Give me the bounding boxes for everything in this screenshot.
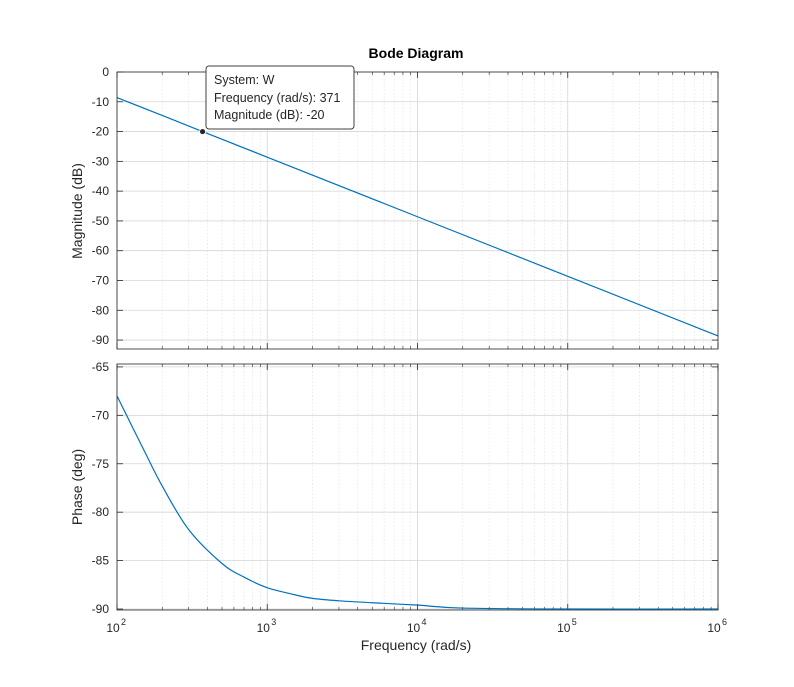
magnitude-y-tick-label: 0 xyxy=(102,65,109,79)
x-tick-exponent: 3 xyxy=(271,617,276,627)
data-tip-box[interactable] xyxy=(205,65,355,130)
phase-y-ticks: -65 -70 -75 -80 -85 -90 xyxy=(92,360,718,616)
magnitude-axes-border xyxy=(116,71,719,350)
phase-y-tick-label: -70 xyxy=(92,408,110,422)
magnitude-y-tick-label: -70 xyxy=(92,273,110,287)
data-tip[interactable]: System: W Frequency (rad/s): 371 Magnitu… xyxy=(199,65,355,135)
x-tick-label: 10 xyxy=(557,621,571,635)
x-tick-label: 10 xyxy=(407,621,421,635)
magnitude-series-line xyxy=(116,97,719,337)
data-tip-frequency: Frequency (rad/s): 371 xyxy=(214,91,340,105)
phase-axes-border xyxy=(116,363,719,611)
x-tick-exponent: 2 xyxy=(121,617,126,627)
phase-y-label: Phase (deg) xyxy=(69,449,85,525)
data-tip-marker[interactable] xyxy=(199,128,206,135)
x-tick-label: 10 xyxy=(106,621,120,635)
x-tick-exponent: 6 xyxy=(722,617,727,627)
phase-y-tick-label: -80 xyxy=(92,505,110,519)
data-tip-system: System: W xyxy=(214,73,275,87)
phase-series-line xyxy=(116,395,719,610)
x-tick-labels: 10 2 10 3 10 4 10 5 10 6 xyxy=(106,617,727,635)
magnitude-y-tick-label: -20 xyxy=(92,125,110,139)
magnitude-y-tick-label: -30 xyxy=(92,154,110,168)
phase-y-tick-label: -85 xyxy=(92,554,110,568)
x-tick-exponent: 5 xyxy=(572,617,577,627)
x-tick-exponent: 4 xyxy=(422,617,427,627)
magnitude-panel: 0 -10 -20 -30 -40 -50 -60 -70 -80 -90 Magnitude (… xyxy=(69,65,719,350)
x-axis-label: Frequency (rad/s) xyxy=(361,637,471,653)
x-tick-label: 10 xyxy=(707,621,721,635)
magnitude-y-tick-label: -60 xyxy=(92,244,110,258)
magnitude-y-tick-label: -80 xyxy=(92,303,110,317)
x-tick-label: 10 xyxy=(257,621,271,635)
magnitude-y-tick-label: -40 xyxy=(92,184,110,198)
phase-panel: -65 -70 -75 -80 -85 -90 Phase (deg) xyxy=(69,360,719,616)
magnitude-y-ticks: 0 -10 -20 -30 -40 -50 -60 -70 -80 -90 xyxy=(92,65,718,347)
phase-y-tick-label: -90 xyxy=(92,602,110,616)
phase-y-tick-label: -75 xyxy=(92,457,110,471)
data-tip-magnitude: Magnitude (dB): -20 xyxy=(214,108,325,122)
magnitude-y-tick-label: -50 xyxy=(92,214,110,228)
magnitude-y-tick-label: -10 xyxy=(92,95,110,109)
phase-y-tick-label: -65 xyxy=(92,360,110,374)
magnitude-y-tick-label: -90 xyxy=(92,333,110,347)
magnitude-y-label: Magnitude (dB) xyxy=(69,163,85,259)
chart-title: Bode Diagram xyxy=(369,45,464,61)
